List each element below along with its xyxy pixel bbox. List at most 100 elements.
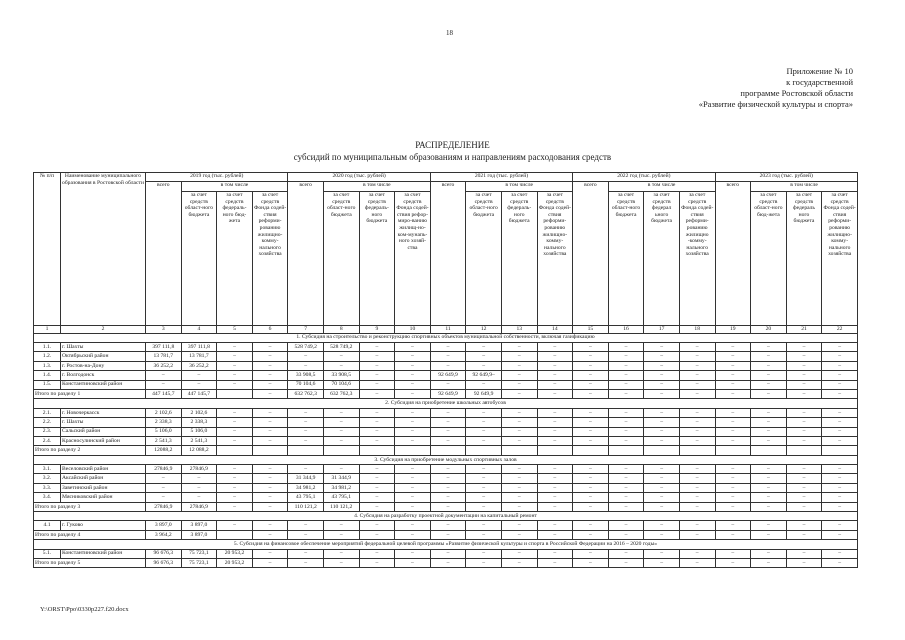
cell-value: 92 649,9– [465,370,502,381]
col-number: 8 [322,325,360,334]
cell-value: 2 541,3 [145,435,182,447]
col-header-including: в том числе [607,181,716,192]
cell-value: – [145,492,182,503]
cell-value: – [714,435,752,447]
total-value: 96 676,3 [145,557,182,569]
cell-value: – [750,351,787,362]
cell-value: – [572,520,609,531]
cell-value: – [394,370,431,381]
col-header-source: за счет средств Фонда содей-ствия реформ… [821,191,858,326]
cell-value: – [429,341,467,353]
col-header-source: за счет средств област-ного бюд-жета [750,191,787,326]
cell-value: – [785,548,823,559]
cell-value: – [536,464,574,475]
cell-value: – [536,520,574,531]
total-value: – [643,388,680,400]
cell-value: – [536,482,574,494]
cell-value: – [180,370,218,381]
total-value [500,445,538,456]
total-label: Итого по разделу 2 [33,445,146,456]
cell-value: – [251,548,289,559]
cell-value: – [643,492,680,503]
total-value: – [322,557,360,569]
cell-value: – [821,520,858,531]
total-value: – [322,529,360,541]
total-value: – [251,529,289,541]
cell-value: – [750,417,787,428]
total-value: – [714,501,752,513]
cell-value: – [607,370,645,381]
cell-value: 528 749,2 [287,341,324,353]
col-number: 3 [145,325,182,334]
section-header-row: 5. Субсидия на финансовое обеспечение ме… [33,539,858,550]
cell-value: – [750,482,787,494]
cell-value: – [287,548,324,559]
cell-value: – [500,341,538,353]
subtitle: субсидий по муниципальным образованиям и… [293,152,612,162]
cell-value: – [465,548,502,559]
total-value [750,445,787,456]
cell-value: – [536,379,574,390]
cell-value: – [536,548,574,559]
cell-value: – [358,426,396,437]
cell-value: 3 897,0 [145,520,182,531]
cell-value: – [465,379,502,390]
total-label: Итого по разделу 4 [33,529,146,541]
total-value: 3 897,0 [180,529,218,541]
cell-value: – [358,417,396,428]
cell-value: – [607,426,645,437]
cell-value: – [607,341,645,353]
cell-value: – [607,548,645,559]
cell-value: – [714,520,752,531]
cell-value: – [180,492,218,503]
total-value: – [358,388,396,400]
cell-value: – [500,407,538,419]
total-value: 632 762,3 [322,388,360,400]
cell-value: – [145,370,182,381]
cell-value: – [821,407,858,419]
total-value: – [572,557,609,569]
total-value: – [785,388,823,400]
table-row: 1.5. Константиновский район – – – –70 104,6 70… [33,379,858,390]
cell-value: – [536,426,574,437]
section-title: 2. Субсидия на приобретение школьных авт… [33,398,858,409]
total-value: – [643,501,680,513]
cell-value: – [821,360,858,372]
cell-value: – [572,473,609,484]
cell-value: – [358,341,396,353]
cell-value: – [216,482,253,494]
cell-value: – [358,464,396,475]
total-value: – [785,529,823,541]
col-header-source: за счет средств Фонда содей-ствия рефор-… [394,191,431,326]
cell-value: – [714,482,752,494]
cell-value: – [394,464,431,475]
total-value [465,445,502,456]
cell-value: – [394,473,431,484]
section-header-row: 3. Субсидия на приобретение модульных сп… [33,454,858,466]
col-number: 20 [750,325,787,334]
total-value: – [785,557,823,569]
cell-value: – [678,341,716,353]
col-header-source: за счет средств федераль-ного бюджета [500,191,538,326]
cell-value: – [678,520,716,531]
cell-value: – [251,360,289,372]
cell-value: – [322,548,360,559]
page-number: 18 [446,29,453,37]
cell-value: – [287,351,324,362]
cell-value: – [500,360,538,372]
table-row: 1.2. Октябрьский район 13 781,7 13 781,7– – –… [33,351,858,362]
total-value: – [678,388,716,400]
cell-value: – [429,407,467,419]
cell-value: – [607,520,645,531]
section-title: 5. Субсидия на финансовое обеспечение ме… [33,539,858,550]
cell-value: – [750,370,787,381]
cell-value: – [607,417,645,428]
cell-value: – [429,435,467,447]
cell-value: – [465,351,502,362]
total-value: 447 145,7 [145,388,182,400]
total-value [643,445,680,456]
total-value: 3 964,2 [145,529,182,541]
cell-value: – [429,482,467,494]
total-value: 27846,9 [145,501,182,513]
